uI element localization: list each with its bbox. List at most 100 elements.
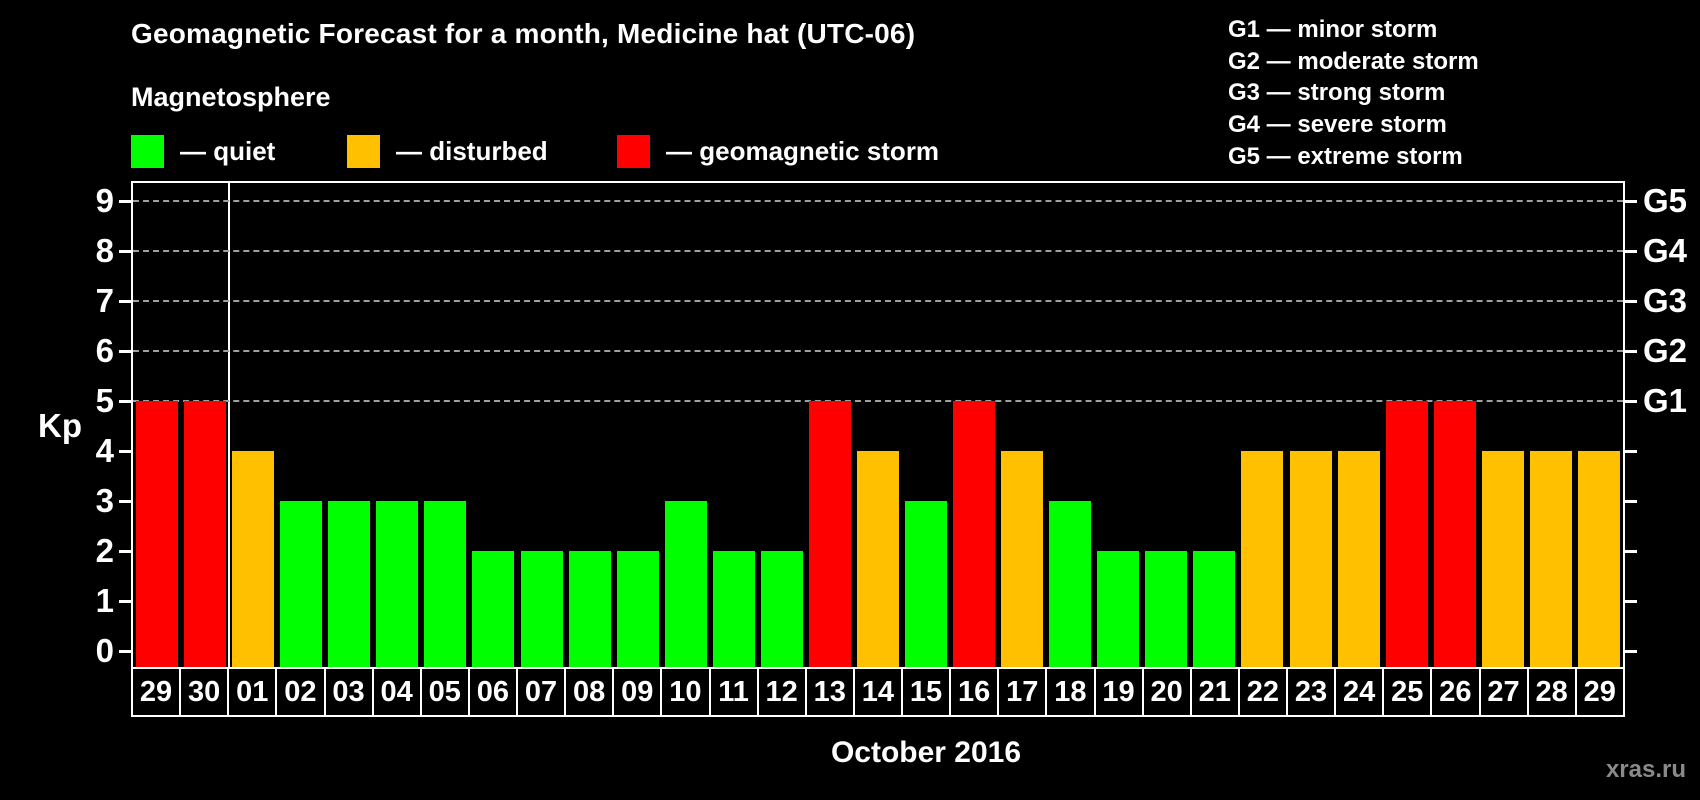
date-cell-23-idx24: 23 bbox=[1288, 669, 1337, 715]
legend-label-quiet: — quiet bbox=[180, 135, 276, 166]
date-cell-24-idx25: 24 bbox=[1336, 669, 1385, 715]
date-cell-21-idx22: 21 bbox=[1192, 669, 1240, 715]
date-cell-15-idx16: 15 bbox=[903, 669, 952, 715]
date-cell-22-idx23: 22 bbox=[1240, 669, 1288, 715]
bar-14-idx15 bbox=[856, 451, 899, 667]
bar-21-idx22 bbox=[1193, 551, 1236, 667]
y-tick-right-9 bbox=[1625, 199, 1637, 203]
bar-04-idx5 bbox=[376, 501, 419, 667]
date-cell-25-idx26: 25 bbox=[1384, 669, 1433, 715]
bar-20-idx21 bbox=[1145, 551, 1188, 667]
legend-label-storm: — geomagnetic storm bbox=[666, 135, 940, 166]
legend-item-storm: — geomagnetic storm bbox=[617, 134, 939, 168]
y-axis-label-kp: Kp bbox=[38, 407, 82, 444]
y-tick-label-1: 1 bbox=[95, 582, 114, 619]
date-cell-13-idx14: 13 bbox=[807, 669, 855, 715]
bar-12-idx13 bbox=[760, 551, 803, 667]
y-tick-label-5: 5 bbox=[95, 382, 114, 419]
date-axis-row: 29 30 01 02 03 04 05 06 07 08 09 10 11 12 13 14 15 16 17 18… bbox=[131, 667, 1625, 717]
y-tick-right-8 bbox=[1625, 249, 1637, 253]
bar-23-idx24 bbox=[1289, 451, 1332, 667]
date-cell-29-idx30: 29 bbox=[1583, 675, 1616, 708]
bar-16-idx17 bbox=[953, 401, 996, 667]
date-cell-03-idx4: 03 bbox=[326, 669, 374, 715]
y-tick-right-5 bbox=[1625, 399, 1637, 403]
date-cell-05-idx6: 05 bbox=[422, 669, 470, 715]
y-tick-label-2: 2 bbox=[95, 532, 114, 569]
bar-22-idx23 bbox=[1241, 451, 1284, 667]
y-tick-right-3 bbox=[1625, 499, 1637, 503]
gridline-kp6 bbox=[133, 350, 1623, 352]
g-legend-line-g5: G5 — extreme storm bbox=[1228, 142, 1463, 170]
y-tick-right-0 bbox=[1625, 649, 1637, 653]
bar-08-idx9 bbox=[568, 551, 611, 667]
bar-28-idx29 bbox=[1529, 451, 1572, 667]
y-tick-label-0: 0 bbox=[95, 632, 114, 669]
gridline-kp5 bbox=[133, 400, 1623, 402]
y-tick-label-7: 7 bbox=[95, 282, 114, 319]
date-cell-10-idx11: 10 bbox=[662, 669, 711, 715]
bar-24-idx25 bbox=[1337, 451, 1380, 667]
date-cell-20-idx21: 20 bbox=[1144, 669, 1192, 715]
bar-19-idx20 bbox=[1097, 551, 1140, 667]
gridline-kp8 bbox=[133, 250, 1623, 252]
x-axis-label: October 2016 bbox=[830, 736, 1022, 769]
storm-color-swatch bbox=[617, 134, 650, 168]
g-axis-label-G2: G2 bbox=[1643, 332, 1688, 369]
bar-06-idx7 bbox=[472, 551, 515, 667]
y-tick-left-7 bbox=[119, 299, 131, 303]
y-tick-left-4 bbox=[119, 449, 131, 453]
y-tick-left-6 bbox=[119, 349, 131, 353]
bar-18-idx19 bbox=[1049, 501, 1092, 667]
legend-item-quiet: — quiet bbox=[131, 134, 275, 168]
quiet-color-swatch bbox=[131, 134, 164, 168]
date-cell-11-idx12: 11 bbox=[711, 669, 759, 715]
bar-01-idx2 bbox=[232, 451, 275, 667]
date-cell-01-idx2: 01 bbox=[229, 669, 278, 715]
month-separator-line bbox=[228, 183, 230, 667]
legend-item-disturbed: — disturbed bbox=[347, 134, 548, 168]
g-axis-label-G3: G3 bbox=[1643, 282, 1688, 319]
g-legend-line-g3: G3 — strong storm bbox=[1228, 79, 1446, 107]
bar-13-idx14 bbox=[808, 401, 851, 667]
date-cell-09-idx10: 09 bbox=[614, 669, 663, 715]
g-legend-line-g4: G4 — severe storm bbox=[1228, 111, 1447, 139]
g-axis-label-G4: G4 bbox=[1643, 232, 1688, 269]
date-cell-26-idx27: 26 bbox=[1432, 669, 1481, 715]
date-cell-02-idx3: 02 bbox=[277, 669, 326, 715]
y-tick-left-5 bbox=[119, 399, 131, 403]
bar-27-idx28 bbox=[1481, 451, 1524, 667]
bar-11-idx12 bbox=[712, 551, 755, 667]
bar-25-idx26 bbox=[1385, 401, 1428, 667]
date-cell-27-idx28: 27 bbox=[1481, 669, 1529, 715]
g-legend-line-g1: G1 — minor storm bbox=[1228, 16, 1438, 43]
gridline-kp9 bbox=[133, 200, 1623, 202]
disturbed-color-swatch bbox=[347, 134, 380, 168]
y-tick-right-7 bbox=[1625, 299, 1637, 303]
g-axis-label-G1: G1 bbox=[1643, 382, 1688, 419]
date-cell-14-idx15: 14 bbox=[855, 669, 903, 715]
y-tick-right-6 bbox=[1625, 349, 1637, 353]
date-cell-12-idx13: 12 bbox=[759, 669, 807, 715]
date-cell-07-idx8: 07 bbox=[518, 669, 567, 715]
bar-26-idx27 bbox=[1433, 401, 1476, 667]
y-tick-left-3 bbox=[119, 499, 131, 503]
y-tick-label-6: 6 bbox=[95, 332, 114, 369]
date-cell-04-idx5: 04 bbox=[374, 669, 422, 715]
watermark: xras.ru bbox=[1605, 756, 1686, 783]
y-tick-label-8: 8 bbox=[95, 232, 114, 269]
page-title: Geomagnetic Forecast for a month, Medici… bbox=[131, 18, 916, 49]
y-tick-left-9 bbox=[119, 199, 131, 203]
y-tick-left-1 bbox=[119, 599, 131, 603]
y-tick-label-9: 9 bbox=[95, 182, 114, 219]
y-tick-label-4: 4 bbox=[95, 432, 114, 469]
plot-area bbox=[131, 181, 1625, 669]
bar-03-idx4 bbox=[328, 501, 371, 667]
y-tick-left-8 bbox=[119, 249, 131, 253]
g-axis-label-G5: G5 bbox=[1643, 182, 1688, 219]
y-tick-left-2 bbox=[119, 549, 131, 553]
y-tick-right-2 bbox=[1625, 549, 1637, 553]
bar-29-idx0 bbox=[136, 401, 178, 667]
bar-02-idx3 bbox=[280, 501, 323, 667]
